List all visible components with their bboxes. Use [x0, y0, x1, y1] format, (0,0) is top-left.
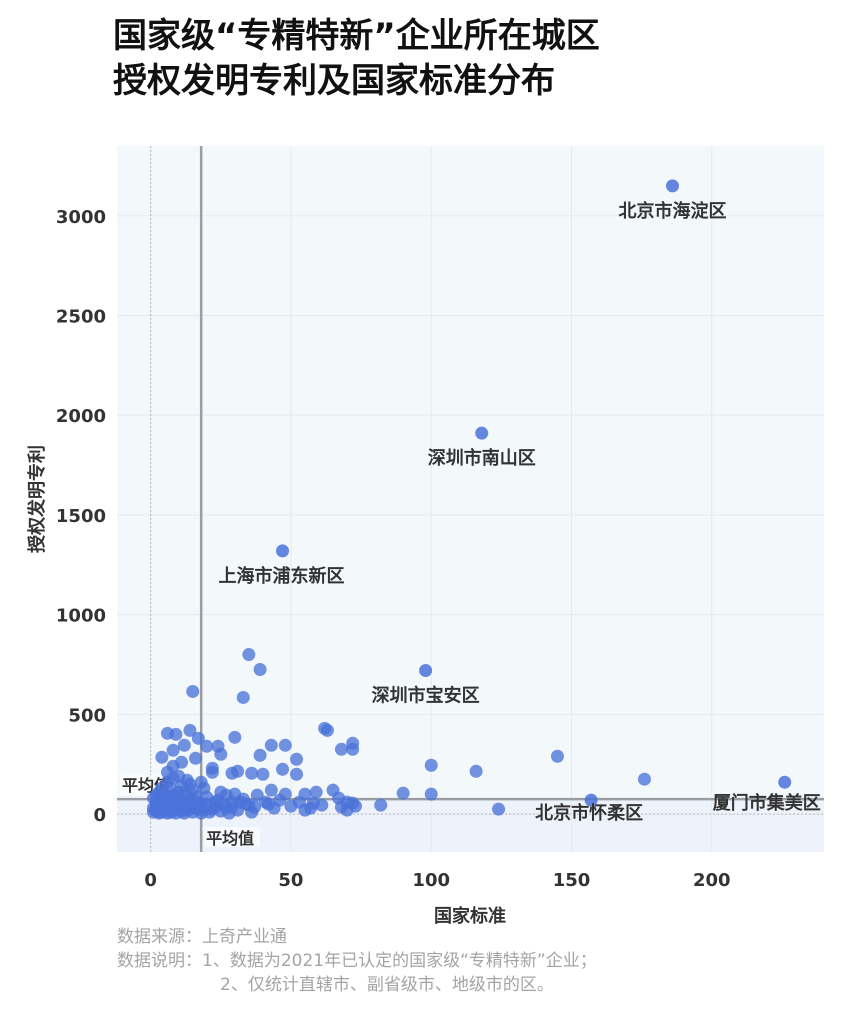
x-axis-label: 国家标准 [434, 905, 506, 927]
data-point [290, 767, 304, 781]
data-point [374, 798, 388, 812]
data-point [276, 762, 290, 776]
y-axis-label: 授权发明专利 [26, 445, 48, 553]
labeled-data-point [419, 664, 433, 678]
data-point [320, 723, 334, 737]
chart-title-line-2: 授权发明专利及国家标准分布 [113, 61, 555, 101]
data-point [177, 738, 191, 752]
point-label: 北京市海淀区 [619, 200, 727, 222]
data-point [183, 723, 197, 737]
y-tick-label: 2000 [56, 406, 106, 427]
data-point [189, 751, 203, 765]
data-point [262, 797, 275, 811]
chart-title: 国家级“专精特新”企业所在城区 授权发明专利及国家标准分布 [113, 14, 600, 104]
mean-x-label-bg [204, 827, 261, 847]
y-tick-label: 2500 [56, 307, 106, 328]
mean-x-label: 平均值 [204, 827, 261, 848]
data-point [250, 788, 264, 802]
x-tick-label: 200 [693, 870, 731, 891]
data-point [205, 765, 219, 779]
data-point [315, 798, 329, 812]
x-tick-label: 150 [553, 870, 591, 891]
x-tick-label: 50 [278, 870, 303, 891]
grid-lines [117, 146, 824, 852]
data-point [304, 801, 318, 815]
y-tick-label: 0 [93, 805, 106, 826]
data-description-note-2: 2、仅统计直辖市、副省级市、地级市的区。 [220, 975, 554, 995]
data-point [326, 783, 340, 797]
labeled-data-point [778, 775, 792, 789]
y-tick-label: 3000 [56, 207, 106, 228]
data-point [228, 730, 242, 744]
data-point [264, 783, 278, 797]
data-points [146, 179, 792, 820]
data-point [194, 775, 208, 789]
point-label: 上海市浦东新区 [219, 565, 345, 587]
data-point [637, 772, 651, 786]
data-description-note: 数据说明：1、数据为2021年已认定的国家级“专精特新”企业； [117, 951, 597, 971]
data-point [191, 731, 205, 745]
data-point [177, 785, 191, 799]
data-point [253, 748, 267, 762]
data-point [211, 739, 225, 753]
data-point [278, 738, 292, 752]
data-point [231, 764, 245, 778]
data-point [273, 793, 287, 807]
data-point [155, 750, 169, 764]
y-tick-label: 500 [68, 705, 106, 726]
data-point [163, 805, 177, 819]
data-point [290, 752, 304, 766]
data-point [200, 739, 214, 753]
labeled-data-point [276, 544, 290, 558]
point-label: 北京市怀柔区 [535, 802, 643, 824]
x-tick-label: 100 [412, 870, 450, 891]
data-point [334, 742, 348, 756]
data-point [309, 785, 323, 799]
y-tick-label: 1500 [56, 506, 106, 527]
labeled-data-point [584, 793, 598, 807]
chart-title-line-1: 国家级“专精特新”企业所在城区 [113, 16, 600, 56]
labeled-data-point [666, 179, 679, 193]
data-point [236, 690, 250, 704]
data-point [219, 788, 233, 802]
data-point [346, 742, 360, 756]
data-point [348, 799, 362, 813]
data-point [396, 786, 410, 800]
data-point [469, 764, 483, 778]
data-point [242, 648, 256, 662]
data-point [247, 800, 261, 814]
data-point [152, 803, 166, 817]
data-source-note: 数据来源：上奇产业通 [117, 927, 287, 947]
data-point [166, 743, 180, 757]
y-tick-label: 1000 [56, 606, 106, 627]
data-point [264, 738, 278, 752]
footnotes: 数据来源：上奇产业通 数据说明：1、数据为2021年已认定的国家级“专精特新”企… [117, 925, 597, 997]
data-point [169, 727, 183, 741]
data-point [245, 766, 259, 780]
data-point [256, 767, 270, 781]
data-point [292, 795, 306, 809]
point-label: 深圳市南山区 [428, 447, 536, 469]
data-point [550, 749, 564, 763]
data-point [253, 663, 267, 677]
data-point [492, 802, 506, 816]
point-label: 厦门市集美区 [713, 792, 821, 814]
labeled-data-point [475, 426, 489, 440]
data-point [186, 684, 200, 698]
data-point [424, 787, 438, 801]
x-tick-label: 0 [144, 870, 157, 891]
point-label: 深圳市宝安区 [372, 685, 480, 707]
data-point [424, 758, 438, 772]
data-point [166, 771, 180, 785]
mean-x-label-text: 平均值 [206, 829, 254, 848]
